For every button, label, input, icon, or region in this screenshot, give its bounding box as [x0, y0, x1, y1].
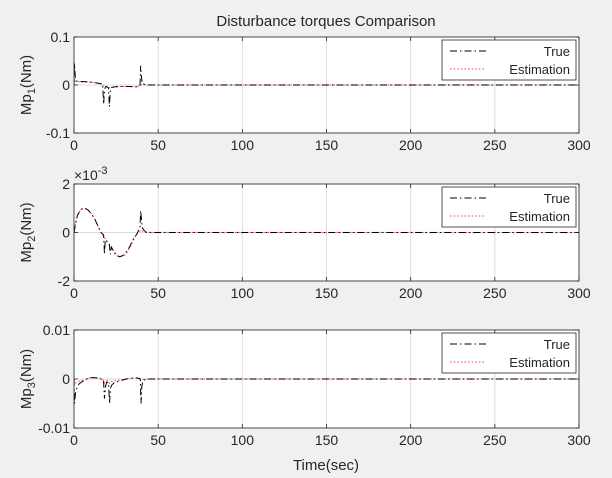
x-tick-label: 0 [70, 432, 78, 448]
x-tick-label: 200 [399, 285, 423, 301]
y-tick-label: -0.1 [46, 125, 70, 141]
y-tick-label: -2 [58, 273, 71, 289]
legend-label-estimation: Estimation [509, 355, 570, 370]
y-tick-label: 0 [62, 77, 70, 93]
legend-label-true: True [544, 191, 570, 206]
y-tick-label: -0.01 [38, 420, 70, 436]
legend-label-estimation: Estimation [509, 209, 570, 224]
x-tick-label: 250 [483, 432, 507, 448]
x-tick-label: 300 [567, 137, 591, 153]
y-exponent-label: ×10-3 [74, 165, 108, 183]
y-axis-label: Mp3(Nm) [18, 349, 38, 409]
x-tick-label: 200 [399, 432, 423, 448]
x-tick-label: 100 [231, 432, 255, 448]
x-tick-label: 250 [483, 137, 507, 153]
legend: True Estimation [441, 186, 577, 228]
legend: True Estimation [441, 39, 577, 81]
x-tick-label: 100 [231, 285, 255, 301]
figure-title: Disturbance torques Comparison [216, 13, 435, 30]
x-tick-label: 300 [567, 432, 591, 448]
y-tick-label: 2 [62, 176, 70, 192]
x-tick-label: 0 [70, 285, 78, 301]
x-tick-label: 200 [399, 137, 423, 153]
y-axis-label: Mp2(Nm) [18, 202, 38, 262]
y-tick-label: 0 [62, 371, 70, 387]
legend-label-true: True [544, 44, 570, 59]
x-tick-label: 50 [150, 285, 166, 301]
y-axis-label: Mp1(Nm) [18, 55, 38, 115]
x-tick-label: 250 [483, 285, 507, 301]
y-tick-label: 0 [62, 225, 70, 241]
x-tick-label: 150 [315, 137, 339, 153]
legend: True Estimation [441, 332, 577, 374]
x-tick-label: 50 [150, 432, 166, 448]
y-tick-label: 0.01 [43, 322, 70, 338]
series-line-true [74, 207, 579, 258]
series-line-true [74, 63, 579, 107]
series-line-true [74, 377, 579, 404]
x-tick-label: 150 [315, 432, 339, 448]
subplot-2: 0 50 100 150 200 250 300-202×10-3Mp2(Nm)TrueEs… [18, 165, 591, 301]
legend-label-true: True [544, 337, 570, 352]
legend-box [441, 186, 577, 228]
subplot-3: 0 50 100 150 200 250 300-0.0100.01Mp3(Nm)TrueE… [18, 322, 591, 448]
figure-xlabel: Time(sec) [293, 457, 359, 474]
legend-box [441, 332, 577, 374]
x-tick-label: 300 [567, 285, 591, 301]
legend-box [441, 39, 577, 81]
x-tick-label: 150 [315, 285, 339, 301]
legend-label-estimation: Estimation [509, 62, 570, 77]
x-tick-label: 100 [231, 137, 255, 153]
subplot-1: 0 50 100 150 200 250 300-0.100.1Mp1(Nm)TrueEst… [18, 29, 591, 153]
x-tick-label: 0 [70, 137, 78, 153]
x-tick-label: 50 [150, 137, 166, 153]
y-tick-label: 0.1 [51, 29, 71, 45]
